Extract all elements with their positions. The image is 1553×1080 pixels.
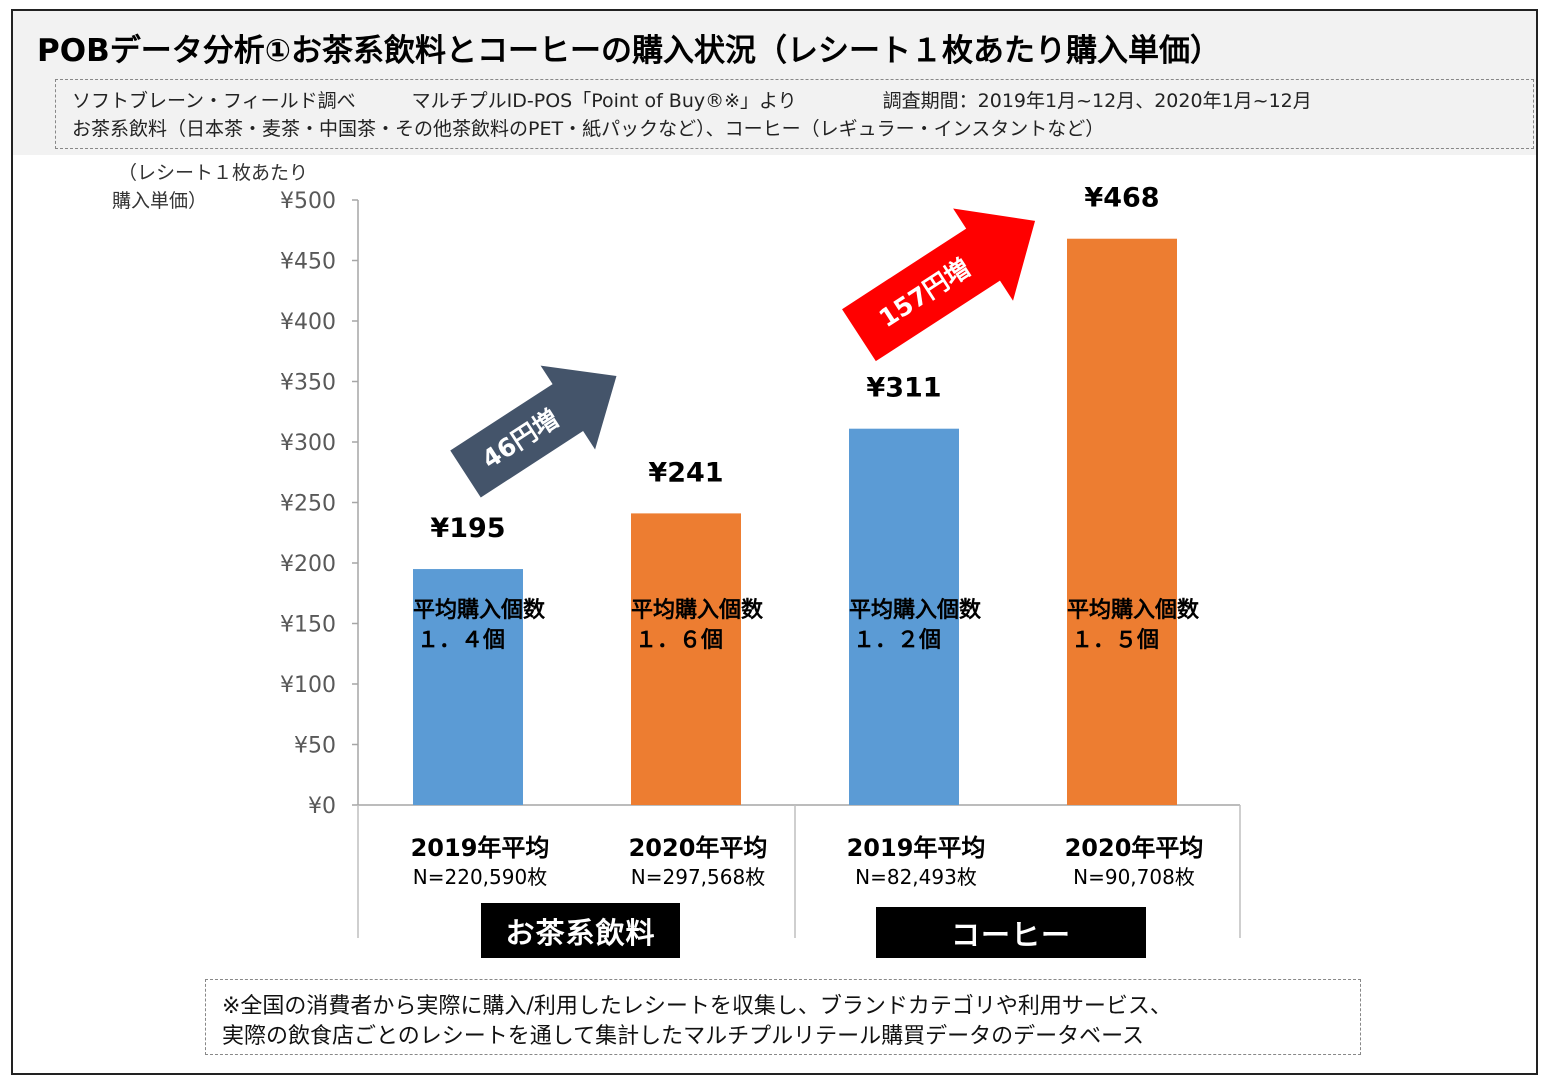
y-tick-label: ¥300 [280,431,336,456]
x-category-label: 2019年平均 [411,834,550,862]
footnote-line1: ※全国の消費者から実際に購入/利用したレシートを収集し、ブランドカテゴリや利用サ… [222,994,1172,1019]
avg-items-title: 平均購入個数 [631,597,764,623]
y-tick-label: ¥500 [280,189,336,214]
sample-size-label: N=82,493枚 [855,865,977,889]
survey-period: 調査期間：2019年1月~12月、2020年1月~12月 [882,90,1312,112]
page-title: POBデータ分析①お茶系飲料とコーヒーの購入状況（レシート１枚あたり購入単価） [37,33,1221,69]
bar-value-label: ¥468 [1084,183,1159,214]
avg-items-value: １．４個 [417,628,505,653]
sample-size-label: N=220,590枚 [413,865,547,889]
y-tick-label: ¥0 [308,794,336,819]
x-category-label: 2020年平均 [629,834,768,862]
avg-items-title: 平均購入個数 [413,597,546,623]
x-category-label: 2020年平均 [1065,834,1204,862]
sample-size-label: N=297,568枚 [631,865,765,889]
y-tick-label: ¥100 [280,673,336,698]
y-tick-label: ¥200 [280,552,336,577]
header-band: POBデータ分析①お茶系飲料とコーヒーの購入状況（レシート１枚あたり購入単価） … [13,11,1536,155]
survey-info-line: ソフトブレーン・フィールド調べ マルチプルID-POS「Point of Buy®… [72,86,1312,113]
bar [1067,238,1177,806]
x-category-label: 2019年平均 [847,834,986,862]
bar [849,428,959,805]
y-tick-label: ¥50 [294,734,336,759]
avg-items-value: １．５個 [1071,628,1159,653]
bar-value-label: ¥241 [648,457,723,488]
y-tick-label: ¥400 [280,310,336,335]
avg-items-value: １．２個 [853,628,941,653]
category-label-tea: お茶系飲料 [481,903,680,958]
y-tick-label: ¥150 [280,613,336,638]
bar [631,513,741,805]
avg-items-title: 平均購入個数 [849,597,982,623]
category-label-coffee: コーヒー [876,907,1146,958]
increase-tea-arrow-shape [450,365,617,498]
bar [413,569,523,805]
slide-frame [11,9,1538,1075]
avg-items-title: 平均購入個数 [1067,597,1200,623]
bar-value-label: ¥311 [866,373,941,404]
sample-size-label: N=90,708枚 [1073,865,1195,889]
survey-scope: お茶系飲料（日本茶・麦茶・中国茶・その他茶飲料のPET・紙パックなど）、コーヒー… [72,118,1105,140]
y-axis-unit-line1: （レシート１枚あたり [118,162,309,184]
y-tick-label: ¥450 [280,250,336,275]
survey-source: ソフトブレーン・フィールド調べ [72,90,356,112]
increase-coffee-arrow-shape [842,208,1036,362]
avg-items-value: １．６個 [635,628,723,653]
increase-tea-arrow: 46円増 [450,365,617,498]
bar-value-label: ¥195 [430,513,505,544]
y-tick-label: ¥250 [280,492,336,517]
increase-coffee-arrow: 157円増 [842,208,1036,362]
footnote-line2: 実際の飲食店ごとのレシートを通して集計したマルチプルリテール購買データのデータベ… [222,1024,1145,1049]
survey-method: マルチプルID-POS「Point of Buy®※」より [411,90,797,112]
y-tick-label: ¥350 [280,371,336,396]
survey-info-box: ソフトブレーン・フィールド調べ マルチプルID-POS「Point of Buy®… [55,79,1534,149]
footnote-box: ※全国の消費者から実際に購入/利用したレシートを収集し、ブランドカテゴリや利用サ… [205,979,1361,1055]
y-axis-unit-line2: 購入単価） [112,190,208,212]
